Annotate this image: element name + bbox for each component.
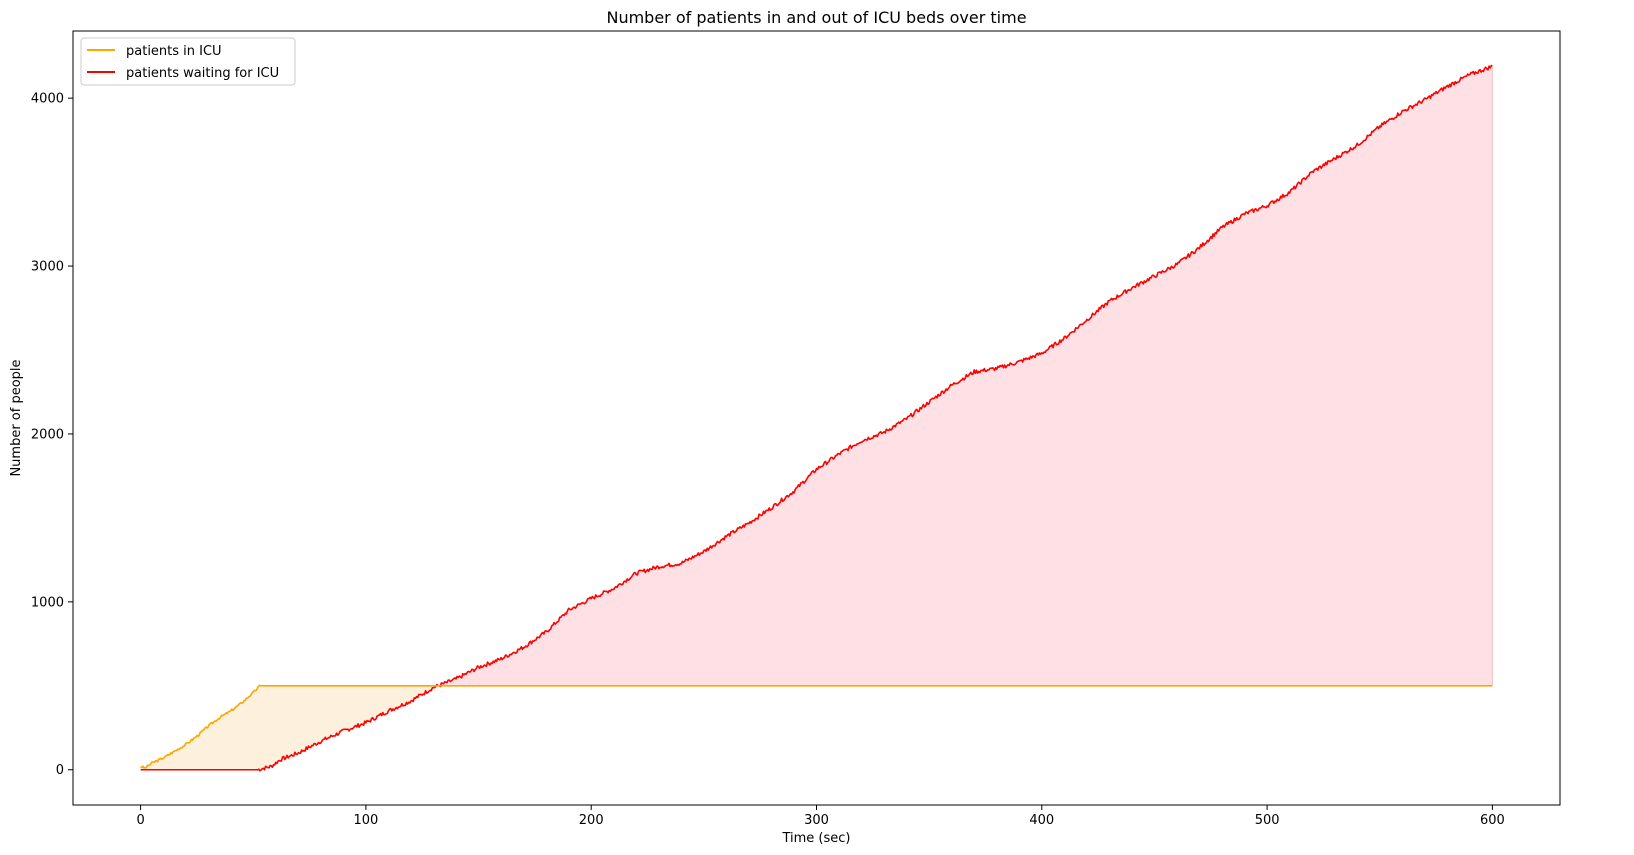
plot-frame xyxy=(72,30,1561,806)
series-line-patients-in-icu xyxy=(140,684,1493,769)
x-tick-label: 500 xyxy=(1255,813,1280,828)
y-tick-label: 0 xyxy=(56,763,64,778)
fill-region-waiting xyxy=(440,66,1493,686)
chart-title: Number of patients in and out of ICU bed… xyxy=(606,8,1026,27)
x-tick-label: 300 xyxy=(804,813,829,828)
y-axis-label: Number of people xyxy=(9,359,24,476)
series-lines xyxy=(140,64,1493,772)
x-tick-label: 400 xyxy=(1029,813,1054,828)
x-tick-label: 200 xyxy=(579,813,604,828)
fill-region-icu xyxy=(140,684,441,770)
x-axis-label: Time (sec) xyxy=(781,831,850,846)
legend-label-patients-in-icu: patients in ICU xyxy=(126,44,222,59)
legend: patients in ICU patients waiting for ICU xyxy=(80,37,296,86)
y-tick-label: 1000 xyxy=(31,595,64,610)
x-tick-label: 600 xyxy=(1480,813,1505,828)
series-line-patients-waiting xyxy=(140,64,1493,772)
x-tick-label: 100 xyxy=(353,813,378,828)
y-tick-label: 4000 xyxy=(31,92,64,107)
y-tick-label: 3000 xyxy=(31,260,64,275)
legend-label-patients-waiting: patients waiting for ICU xyxy=(126,66,279,81)
axis-ticks: 0 100 200 300 400 500 600 0 1000 2000 3000 4000 xyxy=(31,92,1505,828)
area-fills xyxy=(140,66,1493,770)
x-tick-label: 0 xyxy=(136,813,144,828)
legend-box xyxy=(80,37,296,86)
y-tick-label: 2000 xyxy=(31,427,64,442)
